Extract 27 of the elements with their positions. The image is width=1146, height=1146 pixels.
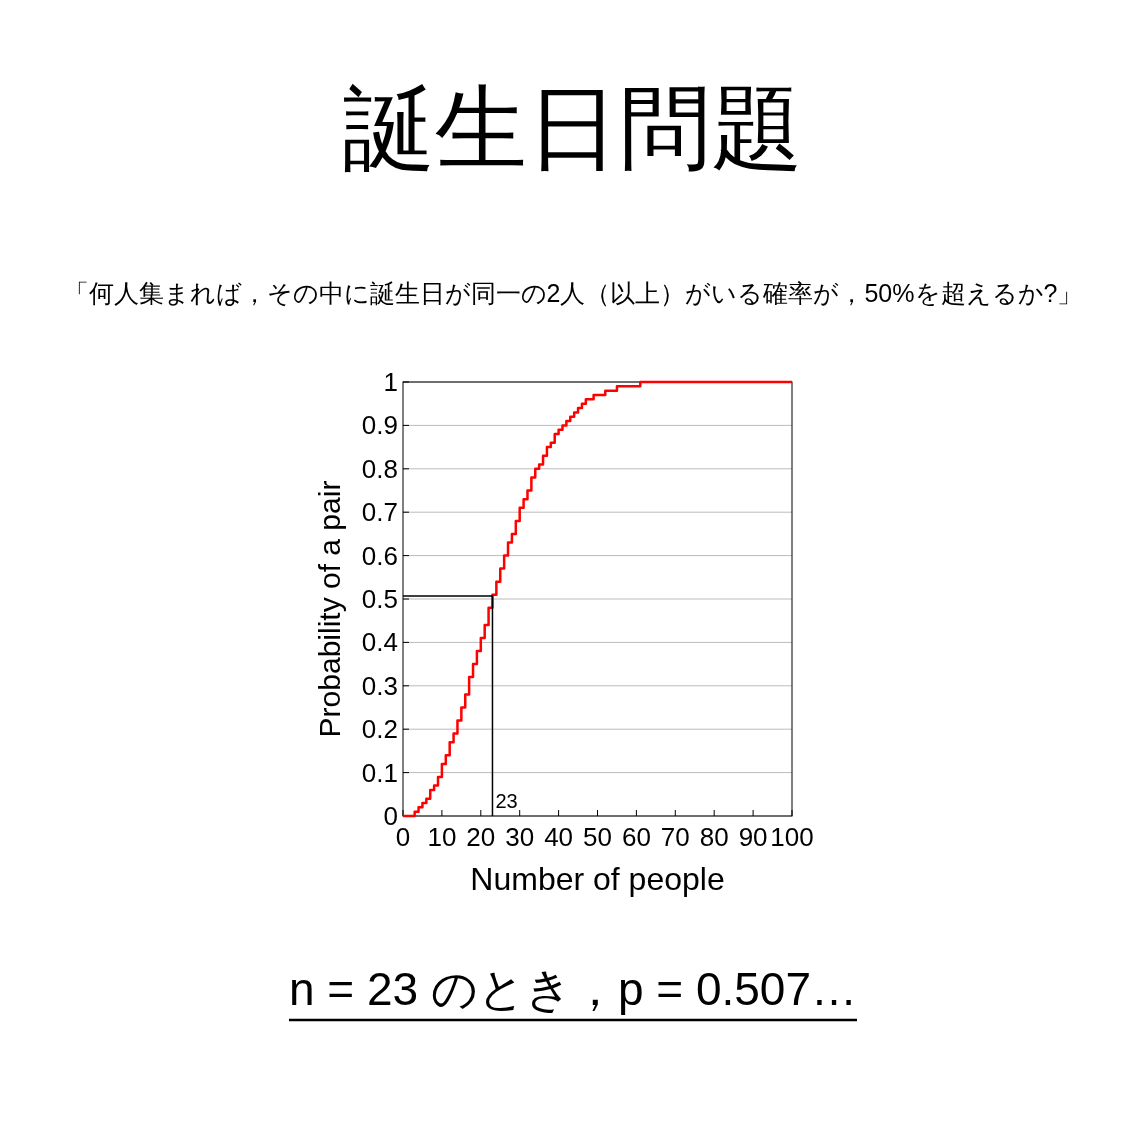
y-tick-label: 0.4 — [361, 627, 398, 658]
x-tick-label: 50 — [583, 822, 612, 852]
x-tick-label: 90 — [738, 822, 768, 852]
x-axis-title: Number of people — [470, 861, 725, 897]
y-tick-label: 0 — [383, 801, 398, 831]
x-tick-label: 30 — [505, 822, 535, 852]
y-tick-label: 0.9 — [361, 410, 398, 441]
x-tick-label: 70 — [660, 822, 690, 852]
y-tick-label: 0.7 — [361, 497, 398, 528]
x-tick-label: 20 — [466, 822, 496, 852]
y-tick-label: 0.8 — [361, 453, 398, 484]
chart-subtitle: 「何人集まれば，その中に誕生日が同一の2人（以上）がいる確率が，50%を超えるか?」 — [63, 279, 1083, 307]
y-tick-label: 0.5 — [361, 584, 398, 614]
y-tick-label: 0.6 — [361, 540, 398, 571]
annotation: 23 — [495, 790, 518, 812]
x-tick-label: 60 — [621, 822, 651, 852]
y-tick-label: 0.1 — [361, 757, 398, 788]
x-tick-label: 100 — [770, 822, 814, 852]
x-tick-label: 80 — [699, 822, 729, 852]
y-tick-label: 1 — [383, 367, 398, 397]
x-tick-label: 40 — [544, 822, 574, 852]
x-tick-label: 10 — [427, 822, 457, 852]
text: n = 23 のとき，p = 0.507… — [288, 963, 858, 1015]
y-tick-label: 0.2 — [361, 714, 398, 745]
chart-title: 誕生日問題 — [343, 77, 803, 179]
y-axis-title: Probability of a pair — [313, 480, 346, 738]
y-tick-label: 0.3 — [361, 670, 398, 701]
